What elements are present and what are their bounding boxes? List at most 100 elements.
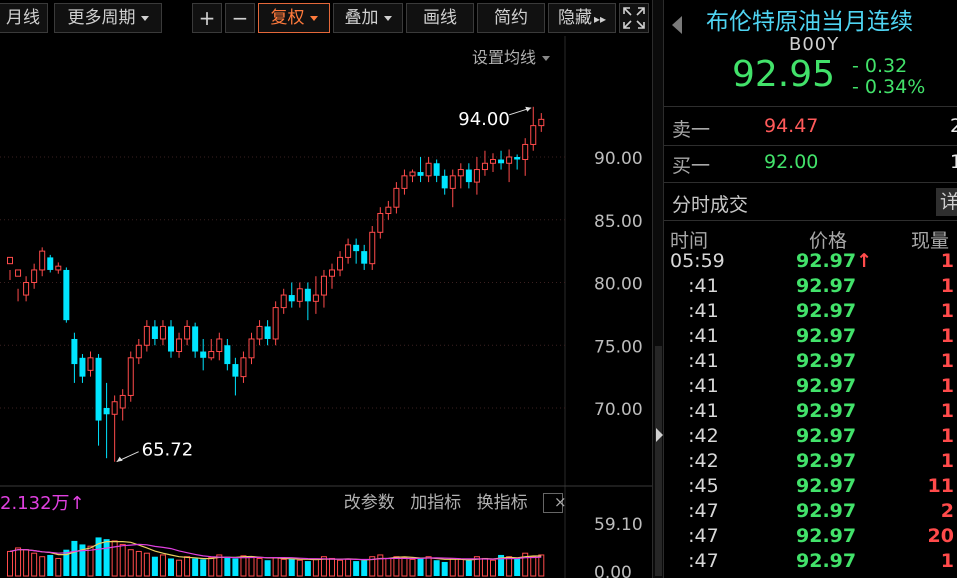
back-arrow-icon[interactable]: [672, 16, 682, 34]
bid-row: 买一 92.00 1: [664, 146, 957, 180]
volume-ma10-line: [9, 543, 542, 561]
volume-bar: [127, 549, 134, 577]
trade-time: :41: [670, 300, 719, 322]
divider-line: [664, 106, 957, 107]
monthly-period-button[interactable]: 月线: [0, 3, 48, 33]
chevron-down-icon: [309, 15, 318, 21]
panel-divider[interactable]: [652, 0, 664, 578]
trade-row: :47 92.97 20: [664, 525, 957, 550]
volume-bar: [55, 557, 62, 577]
trade-price: 92.97: [796, 475, 857, 497]
volume-value: 2.132万↑: [0, 489, 85, 515]
candle-body: [15, 269, 22, 277]
zoom-out-button[interactable]: −: [225, 3, 255, 33]
add-indicator-button[interactable]: 加指标: [410, 493, 462, 513]
volume-bar: [441, 561, 448, 576]
chevron-down-icon: [542, 56, 550, 61]
trade-price: 92.97: [796, 500, 857, 522]
divider-line: [664, 182, 957, 183]
adjust-rights-label: 复权: [270, 8, 305, 28]
volume-bar: [240, 555, 247, 577]
candle-body: [208, 351, 215, 359]
trade-price: 92.97: [796, 525, 857, 547]
fullscreen-button[interactable]: [619, 3, 649, 33]
change-params-button[interactable]: 改参数: [343, 493, 395, 513]
trade-price: 92.97: [796, 425, 857, 447]
trade-time: 05:59: [670, 250, 725, 272]
trade-up-arrow-icon: ↑: [856, 250, 873, 272]
candle-body: [103, 408, 110, 415]
simple-mode-button[interactable]: 简约: [477, 3, 545, 33]
price-tick-label: 85.00: [594, 212, 643, 232]
kline-chart[interactable]: 90.00 85.00 80.00 75.00 70.00 94.00 65.72 59.…: [0, 36, 652, 578]
trade-row: :41 92.97 1: [664, 300, 957, 325]
chart-grid: [0, 36, 652, 578]
chart-toolbar: 月线 更多周期 + − 复权 叠加 画线 简约 隐藏 ▸▸: [0, 0, 652, 36]
arrow-head-icon: [525, 106, 532, 112]
trades-detail-button[interactable]: 详: [936, 188, 957, 216]
volume-layer: 59.10 0.00: [7, 515, 643, 578]
double-chevron-right-icon: ▸▸: [593, 12, 607, 26]
divider-scroll-thumb[interactable]: [655, 346, 662, 576]
trade-volume: 1: [940, 450, 954, 472]
hide-button[interactable]: 隐藏 ▸▸: [548, 3, 616, 33]
volume-bar: [7, 550, 13, 577]
candle-body: [377, 212, 384, 233]
candle-body: [288, 295, 295, 302]
candle-body: [353, 244, 360, 252]
bid-price: 92.00: [764, 151, 819, 173]
volume-tick-label: 0.00: [594, 563, 632, 578]
draw-line-button[interactable]: 画线: [406, 3, 474, 33]
more-periods-dropdown[interactable]: 更多周期: [54, 3, 162, 33]
hide-label: 隐藏: [557, 8, 592, 28]
price-tick-label: 75.00: [594, 337, 643, 357]
volume-bar: [103, 539, 110, 576]
volume-bar: [143, 552, 150, 577]
plus-icon: +: [198, 6, 216, 30]
trade-volume: 20: [927, 525, 954, 547]
trade-volume: 1: [940, 350, 954, 372]
trade-time: :47: [670, 525, 719, 547]
volume-bar: [151, 556, 158, 576]
ma-settings-label: 设置均线: [471, 48, 536, 67]
candle-body: [481, 162, 488, 171]
volume-bar: [224, 556, 231, 576]
change-value: - 0.32: [852, 55, 908, 77]
trade-volume: 1: [940, 400, 954, 422]
candle-body: [95, 357, 102, 421]
trade-volume: 1: [940, 325, 954, 347]
volume-bar: [312, 558, 319, 577]
trade-volume: 1: [940, 550, 954, 572]
trade-row: :41 92.97 1: [664, 350, 957, 375]
switch-indicator-button[interactable]: 换指标: [476, 493, 528, 513]
ask-label: 卖一: [672, 119, 711, 141]
volume-bar: [168, 558, 174, 576]
trade-row: 05:59 92.97↑ 1: [664, 250, 957, 275]
candle-body: [498, 159, 505, 164]
kline-chart-area[interactable]: 90.00 85.00 80.00 75.00 70.00 94.00 65.72 59.…: [0, 36, 652, 578]
volume-bar: [417, 558, 424, 576]
volume-bar: [377, 554, 384, 577]
adjust-rights-dropdown[interactable]: 复权: [258, 3, 330, 33]
zoom-in-button[interactable]: +: [192, 3, 222, 33]
close-indicator-button[interactable]: ×: [543, 493, 567, 513]
overlay-dropdown[interactable]: 叠加: [333, 3, 403, 33]
volume-bar: [47, 554, 54, 576]
trade-price: 92.97: [796, 325, 857, 347]
col-header-volume: 现量: [911, 230, 950, 252]
trade-time: :41: [670, 375, 719, 397]
candle-body: [425, 162, 432, 177]
volume-bar: [530, 556, 537, 577]
chevron-down-icon: [140, 15, 149, 21]
collapse-right-icon[interactable]: [656, 428, 663, 442]
trade-row: :41 92.97 1: [664, 325, 957, 350]
trade-price: 92.97: [796, 550, 857, 572]
col-header-price: 价格: [809, 230, 848, 252]
trade-volume: 1: [940, 300, 954, 322]
volume-bar: [208, 557, 215, 577]
candle-body: [490, 159, 496, 164]
volume-bar: [288, 558, 295, 576]
candle-body: [522, 143, 529, 161]
volume-bar: [135, 550, 142, 577]
ma-settings-dropdown[interactable]: 设置均线: [472, 44, 550, 68]
